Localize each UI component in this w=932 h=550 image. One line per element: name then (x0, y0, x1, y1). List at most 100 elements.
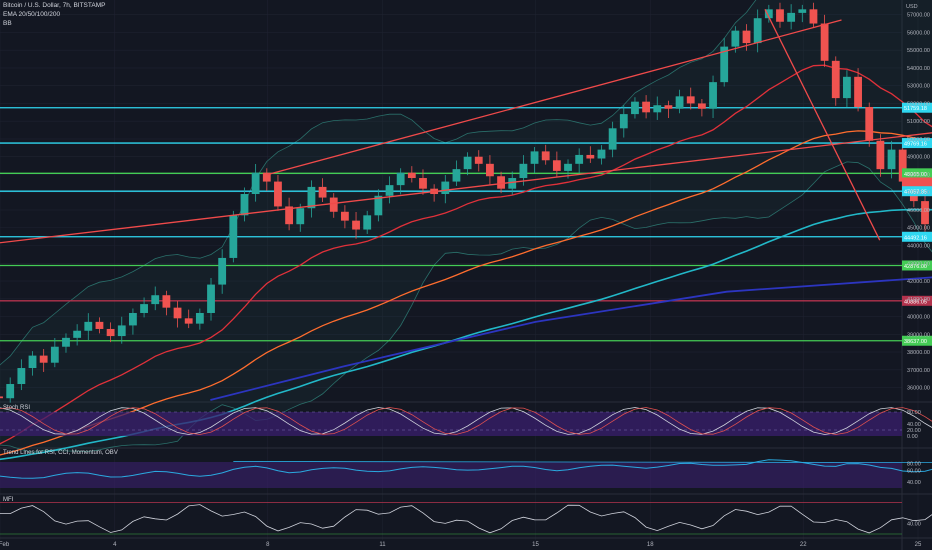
price-tick-label: 44000.00 (907, 244, 930, 250)
time-tick-label: 11 (379, 542, 386, 548)
candle-body (619, 114, 628, 129)
candle-body (898, 149, 907, 182)
price-tick-label: 48000.00 (907, 172, 930, 178)
candle-body (84, 321, 93, 331)
candle-body (519, 163, 528, 179)
price-tick-label: 49000.00 (907, 155, 930, 161)
mfi-label[interactable]: MFI (3, 497, 14, 503)
candle-body (809, 9, 818, 24)
candle-body (117, 325, 126, 337)
candle-body (508, 178, 517, 189)
candle-body (608, 128, 617, 150)
candle-body (552, 160, 561, 171)
candle-body (642, 101, 651, 113)
candle-body (787, 12, 796, 22)
ema20-line (0, 64, 932, 445)
candle-body (340, 211, 349, 221)
mfi-pane (0, 502, 932, 535)
candle-body (6, 384, 15, 399)
candle-body (697, 103, 706, 109)
mfi-line (0, 504, 932, 534)
price-tick-label: 51000.00 (907, 119, 930, 125)
symbol-title[interactable]: Bitcoin / U.S. Dollar, 7h, BITSTAMP (3, 2, 106, 9)
candle-body (497, 176, 505, 189)
candle-body (720, 46, 729, 83)
candle-body (251, 172, 260, 195)
candle-body (173, 307, 182, 319)
rsi-line (0, 459, 932, 479)
price-tick-label: 37000.00 (907, 368, 930, 374)
bb-indicator-label[interactable]: BB (3, 20, 12, 27)
price-tick-label: 54000.00 (907, 66, 930, 72)
price-level-badge (902, 335, 932, 346)
price-tick-label: 36000.00 (907, 386, 930, 392)
trend-tick-label: 60.00 (907, 469, 921, 475)
price-axis[interactable]: 51759.18 49769.16 48065.00 47057.85 44492.16… (902, 13, 932, 528)
price-level-badge (902, 260, 932, 271)
trend-tick-label: 80.00 (907, 462, 921, 468)
time-tick-label: 4 (113, 542, 117, 548)
candle-body (798, 9, 807, 13)
ema-indicator-label[interactable]: EMA 20/50/100/200 (3, 11, 61, 18)
price-level-badge (902, 295, 932, 306)
stoch-d-line (0, 407, 932, 435)
ema50-line (0, 130, 932, 456)
price-level-badge (902, 177, 932, 188)
candle-body (820, 23, 829, 61)
time-tick-label: 8 (266, 542, 270, 548)
price-tick-label: 40000.00 (907, 315, 930, 321)
price-tick-label: 38000.00 (907, 350, 930, 356)
candle-body (129, 312, 137, 326)
candle-body (887, 149, 896, 170)
price-tick-label: 53000.00 (907, 84, 930, 90)
candle-body (28, 355, 37, 369)
candle-body (452, 169, 461, 182)
stoch-tick-label: 80.00 (907, 410, 921, 416)
price-tick-label: 47000.00 (907, 190, 930, 196)
candle-body (597, 149, 606, 159)
candle-body (39, 355, 48, 363)
trend-tick-label: 40.00 (907, 480, 921, 486)
price-tick-label: 52000.00 (907, 101, 930, 107)
price-tick-label: 55000.00 (907, 48, 930, 54)
price-level-label: 40886.05 (904, 299, 927, 305)
candle-body (675, 96, 684, 109)
candle-body (709, 82, 717, 109)
candle-body (664, 105, 673, 109)
stoch-k-line (0, 407, 932, 435)
price-level-badge (902, 138, 932, 149)
candle-body (374, 195, 383, 216)
time-axis[interactable]: Feb481115182225Mar481115182225 (0, 542, 932, 548)
mfi-tick-label: 40.00 (907, 522, 921, 528)
candle-body (240, 194, 249, 216)
candle-body (363, 215, 372, 230)
stoch-band (0, 412, 902, 436)
candle-body (184, 318, 193, 324)
candle-body (876, 140, 885, 170)
price-tick-label: 50000.00 (907, 137, 930, 143)
price-level-label: 51759.18 (904, 106, 927, 112)
time-tick-label: 22 (800, 542, 807, 548)
candle-body (474, 156, 483, 164)
candle-body (50, 346, 59, 363)
candle-body (73, 330, 82, 338)
candle-body (486, 163, 494, 177)
candle-body (831, 60, 840, 99)
candle-body (329, 197, 338, 212)
stoch-tick-label: 40.00 (907, 422, 921, 428)
candle-body (854, 76, 862, 107)
trend-lines[interactable] (0, 9, 932, 247)
candle-body (541, 151, 550, 161)
trend-lines-label[interactable]: Trend Lines for RSI, CCI, Momentum, OBV (3, 450, 118, 456)
candle-body (631, 101, 639, 115)
price-tick-label: 57000.00 (907, 13, 930, 19)
candle-body (151, 295, 160, 305)
stoch-rsi-label[interactable]: Stoch RSI (3, 405, 31, 411)
rsi-trend-line (233, 461, 932, 463)
candle-body (419, 178, 427, 189)
candle-body (530, 151, 539, 164)
ema200-line (210, 276, 932, 401)
candle-body (95, 321, 104, 329)
